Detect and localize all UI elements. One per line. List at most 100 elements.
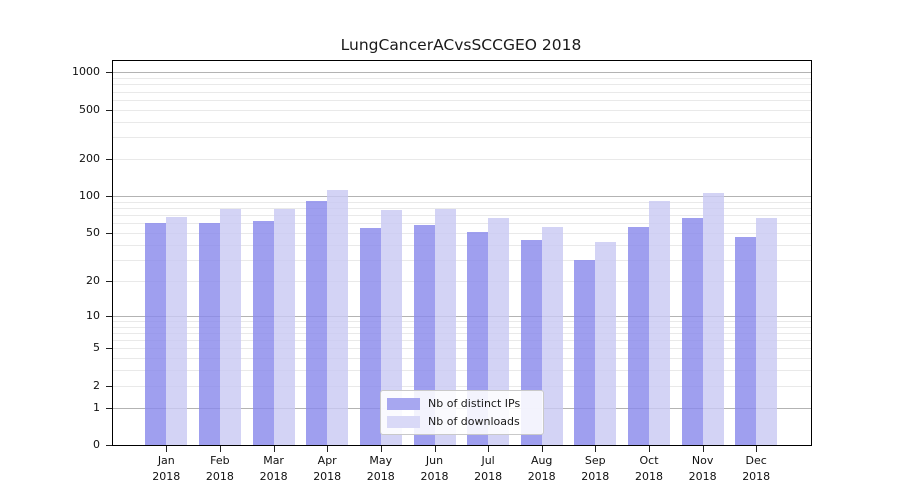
x-tick-mark	[219, 446, 221, 452]
minor-gridline	[113, 201, 811, 203]
x-tick-year: 2018	[688, 470, 717, 483]
minor-gridline	[113, 137, 811, 139]
bar-may-distinct-ips	[359, 227, 381, 445]
y-tick-mark	[106, 196, 112, 198]
bar-feb-distinct-ips	[198, 223, 220, 445]
x-tick-year: 2018	[152, 470, 181, 483]
y-tick-label: 1	[93, 400, 100, 414]
bar-dec-distinct-ips	[735, 237, 757, 445]
x-tick-mark	[756, 446, 758, 452]
x-tick-year: 2018	[313, 470, 342, 483]
minor-gridline	[113, 326, 811, 328]
y-tick-mark	[106, 233, 112, 234]
minor-gridline	[113, 280, 811, 282]
plot-area: Nb of distinct IPs Nb of downloads	[112, 60, 812, 446]
distinct-ips-swatch	[387, 397, 420, 410]
bar-sep-downloads	[595, 242, 617, 445]
x-tick-mark	[380, 446, 382, 452]
x-tick-year: 2018	[635, 470, 663, 483]
y-tick-label: 2	[93, 378, 100, 392]
x-tick-year: 2018	[205, 470, 234, 483]
y-tick-mark	[106, 159, 112, 160]
bar-dec-downloads	[756, 218, 778, 445]
downloads-swatch	[387, 415, 420, 428]
legend-item-distinct-ips: Nb of distinct IPs	[387, 397, 535, 410]
bar-nov-downloads	[702, 193, 724, 445]
minor-gridline	[113, 99, 811, 101]
x-tick-year: 2018	[581, 470, 610, 483]
bar-feb-downloads	[219, 208, 241, 445]
x-tick-label: Oct 2018	[621, 453, 677, 485]
y-tick-mark	[106, 315, 112, 317]
y-tick-label: 10	[86, 308, 100, 322]
minor-gridline	[113, 340, 811, 342]
minor-gridline	[113, 370, 811, 372]
bar-apr-distinct-ips	[306, 201, 328, 445]
y-tick-mark	[106, 407, 112, 409]
major-gridline	[113, 315, 811, 317]
bar-may-downloads	[380, 210, 402, 445]
x-tick-label: Dec 2018	[728, 453, 784, 485]
x-tick-mark	[595, 446, 597, 452]
minor-gridline	[113, 332, 811, 334]
bar-jan-distinct-ips	[145, 223, 167, 445]
minor-gridline	[113, 215, 811, 217]
x-tick-mark	[702, 446, 704, 452]
x-tick-label: Jan 2018	[138, 453, 194, 485]
bar-apr-downloads	[327, 189, 349, 445]
x-tick-label: Apr 2018	[299, 453, 355, 485]
bar-mar-downloads	[273, 208, 295, 445]
y-tick-mark	[106, 385, 112, 387]
minor-gridline	[113, 348, 811, 350]
minor-gridline	[113, 91, 811, 93]
legend: Nb of distinct IPs Nb of downloads	[380, 390, 544, 435]
legend-item-downloads: Nb of downloads	[387, 415, 535, 428]
y-tick-mark	[106, 72, 112, 74]
y-tick-label: 100	[79, 189, 100, 203]
y-tick-label: 20	[86, 273, 100, 287]
minor-gridline	[113, 320, 811, 322]
bar-oct-downloads	[649, 200, 670, 445]
y-tick-label: 1000	[72, 65, 100, 79]
bar-jun-downloads	[434, 209, 456, 445]
minor-gridline	[113, 358, 811, 360]
minor-gridline	[113, 385, 811, 387]
x-tick-year: 2018	[527, 470, 556, 483]
bar-jan-downloads	[166, 216, 188, 445]
major-gridline	[113, 196, 811, 198]
x-tick-label: Aug 2018	[514, 453, 570, 485]
bar-jul-downloads	[488, 218, 510, 445]
legend-label: Nb of distinct IPs	[428, 397, 521, 410]
x-tick-mark	[488, 446, 490, 452]
major-gridline	[113, 72, 811, 74]
minor-gridline	[113, 244, 811, 246]
x-tick-mark	[541, 446, 543, 452]
x-tick-mark	[273, 446, 275, 452]
chart-title: LungCancerACvsSCCGEO 2018	[340, 36, 582, 54]
y-tick-label: 5	[93, 341, 100, 355]
x-tick-year: 2018	[742, 470, 771, 483]
x-tick-mark	[649, 446, 650, 452]
x-tick-year: 2018	[474, 470, 503, 483]
y-tick-label: 200	[79, 152, 100, 165]
x-tick-label: Jun 2018	[407, 453, 463, 485]
minor-gridline	[113, 223, 811, 225]
y-tick-mark	[106, 348, 112, 350]
minor-gridline	[113, 208, 811, 209]
bar-aug-downloads	[541, 227, 563, 445]
bar-oct-distinct-ips	[628, 227, 649, 445]
bar-nov-distinct-ips	[681, 218, 703, 445]
x-tick-mark	[166, 446, 168, 452]
x-tick-label: Mar 2018	[246, 453, 302, 485]
y-tick-mark	[106, 445, 112, 446]
x-tick-label: Feb 2018	[192, 453, 248, 485]
y-tick-label: 0	[93, 438, 100, 451]
x-tick-year: 2018	[259, 470, 288, 483]
minor-gridline	[113, 159, 811, 160]
minor-gridline	[113, 121, 811, 123]
y-tick-label: 500	[79, 102, 100, 116]
minor-gridline	[113, 78, 811, 80]
x-tick-label: Sep 2018	[567, 453, 623, 485]
x-tick-label: Nov 2018	[675, 453, 731, 485]
